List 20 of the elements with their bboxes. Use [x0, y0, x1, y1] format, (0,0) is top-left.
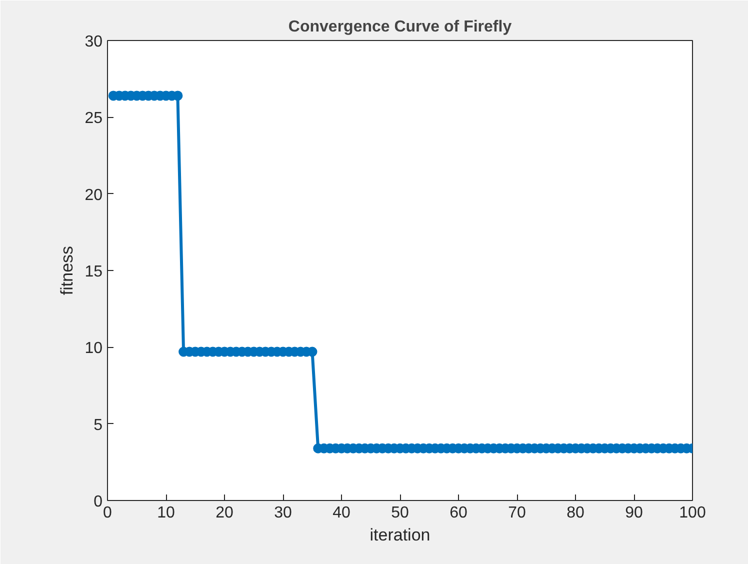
- x-tick-label: 100: [679, 504, 706, 522]
- x-tick-label: 20: [216, 504, 234, 522]
- x-tick-label: 80: [566, 504, 584, 522]
- y-tick-label: 15: [84, 264, 103, 280]
- x-tick-label: 10: [157, 504, 175, 522]
- y-tick-label: 25: [84, 110, 103, 128]
- chart-title: Convergence Curve of Firefly: [288, 18, 512, 36]
- x-tick-label: 40: [332, 504, 350, 522]
- x-tick-label: 90: [625, 504, 643, 522]
- x-axis-title: iteration: [370, 526, 430, 544]
- x-tick-label: 70: [508, 504, 526, 522]
- x-tick-label: 50: [391, 504, 409, 522]
- x-tick-label: 30: [274, 504, 292, 522]
- y-tick-label: 5: [94, 416, 103, 434]
- y-tick-label: 30: [84, 34, 103, 50]
- y-tick-label: 0: [94, 494, 103, 510]
- x-tick-label: 60: [450, 504, 468, 522]
- y-tick-label: 10: [84, 340, 103, 358]
- y-tick-label: 20: [84, 186, 103, 204]
- y-axis-title: fitness: [58, 246, 77, 296]
